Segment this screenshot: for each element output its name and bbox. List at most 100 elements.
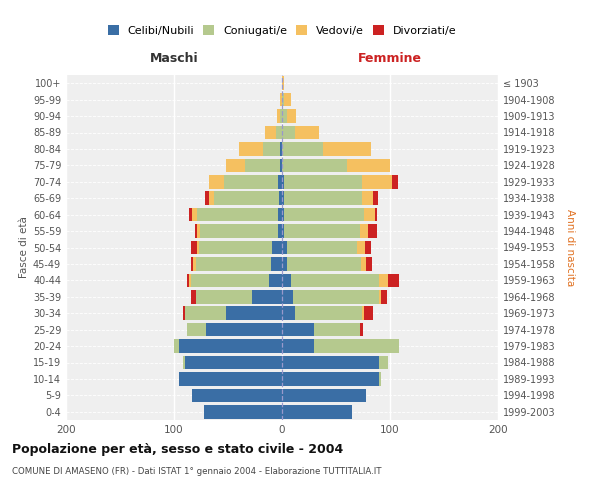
Bar — [185, 356, 282, 369]
Bar — [379, 356, 388, 369]
Bar — [284, 208, 364, 222]
Bar — [214, 192, 279, 205]
Bar — [282, 356, 379, 369]
Bar — [282, 372, 379, 386]
Bar — [368, 224, 377, 238]
Bar — [295, 306, 362, 320]
Bar — [323, 142, 371, 156]
Bar — [282, 274, 290, 287]
Bar — [174, 340, 179, 353]
Bar — [197, 208, 278, 222]
Text: Popolazione per età, sesso e stato civile - 2004: Popolazione per età, sesso e stato civil… — [12, 442, 343, 456]
Bar — [282, 241, 287, 254]
Bar — [278, 208, 282, 222]
Bar — [287, 241, 356, 254]
Bar — [193, 257, 196, 270]
Bar — [360, 323, 363, 336]
Bar — [295, 126, 319, 139]
Bar — [191, 290, 196, 304]
Bar — [189, 208, 193, 222]
Bar — [185, 306, 226, 320]
Bar — [364, 208, 375, 222]
Bar — [282, 93, 284, 106]
Bar — [287, 110, 296, 123]
Bar — [280, 93, 282, 106]
Bar — [191, 241, 197, 254]
Bar — [379, 274, 388, 287]
Bar — [278, 224, 282, 238]
Bar — [282, 257, 287, 270]
Y-axis label: Anni di nascita: Anni di nascita — [565, 209, 575, 286]
Bar — [206, 323, 282, 336]
Bar — [364, 306, 373, 320]
Bar — [193, 388, 282, 402]
Bar — [179, 340, 282, 353]
Bar — [271, 257, 282, 270]
Bar — [379, 290, 382, 304]
Bar — [252, 290, 282, 304]
Bar — [284, 175, 362, 188]
Bar — [272, 241, 282, 254]
Bar — [200, 224, 278, 238]
Bar — [314, 323, 360, 336]
Bar — [245, 158, 280, 172]
Bar — [187, 274, 189, 287]
Bar — [280, 142, 282, 156]
Bar — [362, 306, 364, 320]
Bar — [282, 290, 293, 304]
Bar — [362, 175, 392, 188]
Bar — [282, 224, 284, 238]
Bar — [284, 224, 360, 238]
Bar — [361, 257, 366, 270]
Bar — [365, 241, 371, 254]
Bar — [191, 257, 193, 270]
Bar — [282, 110, 287, 123]
Bar — [182, 356, 185, 369]
Bar — [382, 290, 387, 304]
Legend: Celibi/Nubili, Coniugati/e, Vedovi/e, Divorziati/e: Celibi/Nubili, Coniugati/e, Vedovi/e, Di… — [107, 26, 457, 36]
Bar — [191, 274, 269, 287]
Bar — [187, 323, 206, 336]
Bar — [284, 93, 290, 106]
Bar — [193, 208, 197, 222]
Bar — [366, 257, 371, 270]
Bar — [282, 192, 284, 205]
Bar — [375, 208, 377, 222]
Bar — [373, 192, 378, 205]
Bar — [204, 405, 282, 418]
Text: Maschi: Maschi — [149, 52, 199, 65]
Bar — [293, 290, 379, 304]
Bar — [282, 388, 366, 402]
Bar — [189, 274, 191, 287]
Bar — [356, 241, 365, 254]
Bar — [388, 274, 398, 287]
Bar — [224, 175, 278, 188]
Bar — [347, 158, 390, 172]
Text: COMUNE DI AMASENO (FR) - Dati ISTAT 1° gennaio 2004 - Elaborazione TUTTITALIA.IT: COMUNE DI AMASENO (FR) - Dati ISTAT 1° g… — [12, 468, 382, 476]
Bar — [209, 192, 214, 205]
Bar — [179, 372, 282, 386]
Bar — [282, 405, 352, 418]
Bar — [194, 224, 197, 238]
Bar — [197, 241, 199, 254]
Bar — [278, 175, 282, 188]
Bar — [360, 224, 368, 238]
Bar — [275, 126, 282, 139]
Bar — [239, 142, 263, 156]
Bar — [279, 192, 282, 205]
Bar — [205, 192, 209, 205]
Bar — [280, 158, 282, 172]
Bar — [362, 192, 373, 205]
Bar — [182, 306, 185, 320]
Bar — [282, 126, 295, 139]
Bar — [226, 158, 245, 172]
Bar — [269, 274, 282, 287]
Bar — [226, 306, 282, 320]
Y-axis label: Fasce di età: Fasce di età — [19, 216, 29, 278]
Bar — [290, 274, 379, 287]
Bar — [196, 257, 271, 270]
Bar — [287, 257, 361, 270]
Bar — [282, 208, 284, 222]
Bar — [282, 306, 295, 320]
Bar — [282, 323, 314, 336]
